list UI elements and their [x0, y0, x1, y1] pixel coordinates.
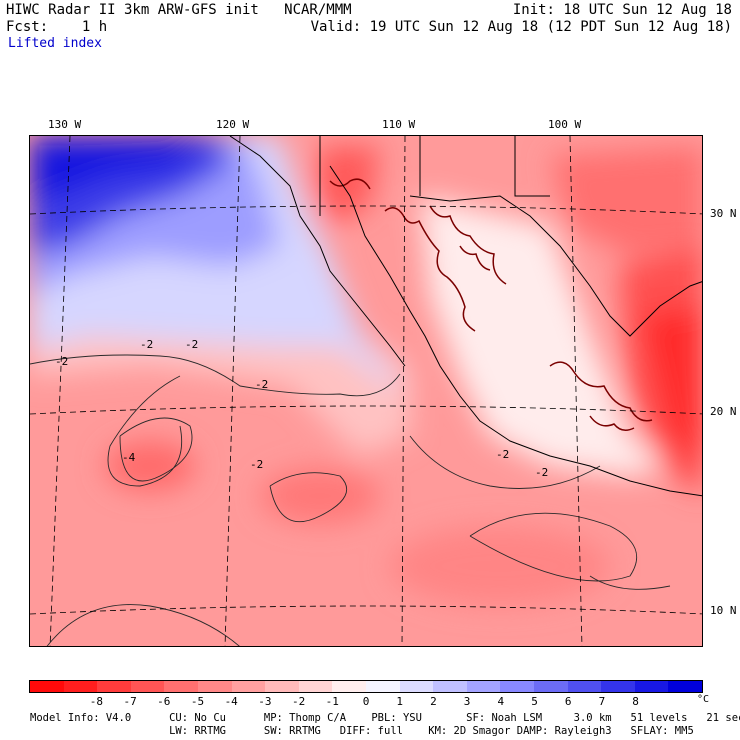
colorbar-tick-label: 1 [396, 695, 403, 708]
colorbar-tick-label: 2 [430, 695, 437, 708]
lat-label-30n: 30 N [710, 207, 737, 220]
colorbar-cell [399, 681, 434, 692]
colorbar-tick-label: 4 [497, 695, 505, 708]
lon-label-100w: 100 W [548, 118, 582, 131]
lat-label-10n: 10 N [710, 604, 737, 617]
colorbar-ticks: -8 -7 -6 -5 -4 -3 -2 -1 0 1 2 3 4 5 6 7 8 [29, 695, 703, 709]
init-time: Init: 18 UTC Sun 12 Aug 18 [512, 2, 732, 18]
map-title: HIWC Radar II 3km ARW-GFS init NCAR/MMM [6, 2, 352, 18]
colorbar [29, 680, 703, 693]
colorbar-cell [634, 681, 669, 692]
colorbar-tick-label: -5 [190, 695, 205, 708]
colorbar-cell [164, 681, 198, 692]
lon-label-130w: 130 W [48, 118, 82, 131]
colorbar-cell [500, 681, 534, 692]
colorbar-cell [30, 681, 64, 692]
colorbar-cell [63, 681, 98, 692]
contour-label: -2 [535, 466, 549, 479]
colorbar-tick-label: -4 [224, 695, 238, 708]
colorbar-tick-label: 6 [564, 695, 572, 708]
colorbar-cell [668, 681, 702, 692]
colorbar-cell [298, 681, 333, 692]
colorbar-tick-label: -3 [258, 695, 272, 708]
colorbar-tick-label: -8 [89, 695, 104, 708]
lat-lon-grid [30, 136, 702, 646]
map-canvas [30, 136, 702, 646]
valid-time: Valid: 19 UTC Sun 12 Aug 18 (12 PDT Sun … [310, 19, 732, 35]
colorbar-cell [533, 681, 568, 692]
colorbar-tick-label: -2 [291, 695, 306, 708]
colorbar-cell [433, 681, 467, 692]
colorbar-tick-label: 0 [362, 695, 370, 708]
coastlines [229, 136, 702, 497]
li-contours [30, 354, 671, 646]
colorbar-cell [466, 681, 501, 692]
colorbar-cell [365, 681, 400, 692]
colorbar-cell [601, 681, 635, 692]
colorbar-tick-label: 5 [531, 695, 538, 708]
lifted-index-map: -2 -2 -2 -2 -2 -4 -2 -2 [29, 135, 703, 647]
colorbar-tick-label: -6 [157, 695, 171, 708]
colorbar-cell [231, 681, 266, 692]
colorbar-cell [332, 681, 366, 692]
contour-label: -2 [250, 458, 264, 471]
lon-label-120w: 120 W [216, 118, 250, 131]
colorbar-tick-label: -1 [325, 695, 339, 708]
terrain-contours [329, 178, 653, 431]
contour-label: -2 [255, 378, 269, 391]
model-info-line1: Model Info: V4.0 CU: No Cu MP: Thomp C/A… [30, 712, 740, 724]
contour-label: -4 [122, 451, 136, 464]
colorbar-cell [567, 681, 602, 692]
colorbar-unit: °C [697, 694, 710, 705]
colorbar-tick-label: 8 [632, 695, 639, 708]
contour-label: -2 [140, 338, 154, 351]
colorbar-cell [197, 681, 232, 692]
colorbar-cell [265, 681, 299, 692]
lat-label-20n: 20 N [710, 405, 737, 418]
contour-label: -2 [496, 448, 510, 461]
colorbar-cell [97, 681, 131, 692]
colorbar-tick-label: 3 [463, 695, 471, 708]
colorbar-cell [130, 681, 165, 692]
lon-label-110w: 110 W [382, 118, 416, 131]
contour-label: -2 [55, 355, 69, 368]
model-info-line2: LW: RRTMG SW: RRTMG DIFF: full KM: 2D Sm… [30, 725, 694, 737]
forecast-hour: Fcst: 1 h [6, 19, 108, 35]
colorbar-tick-label: -7 [123, 695, 137, 708]
colorbar-tick-label: 7 [598, 695, 606, 708]
field-name: Lifted index [8, 36, 102, 51]
contour-label: -2 [185, 338, 199, 351]
